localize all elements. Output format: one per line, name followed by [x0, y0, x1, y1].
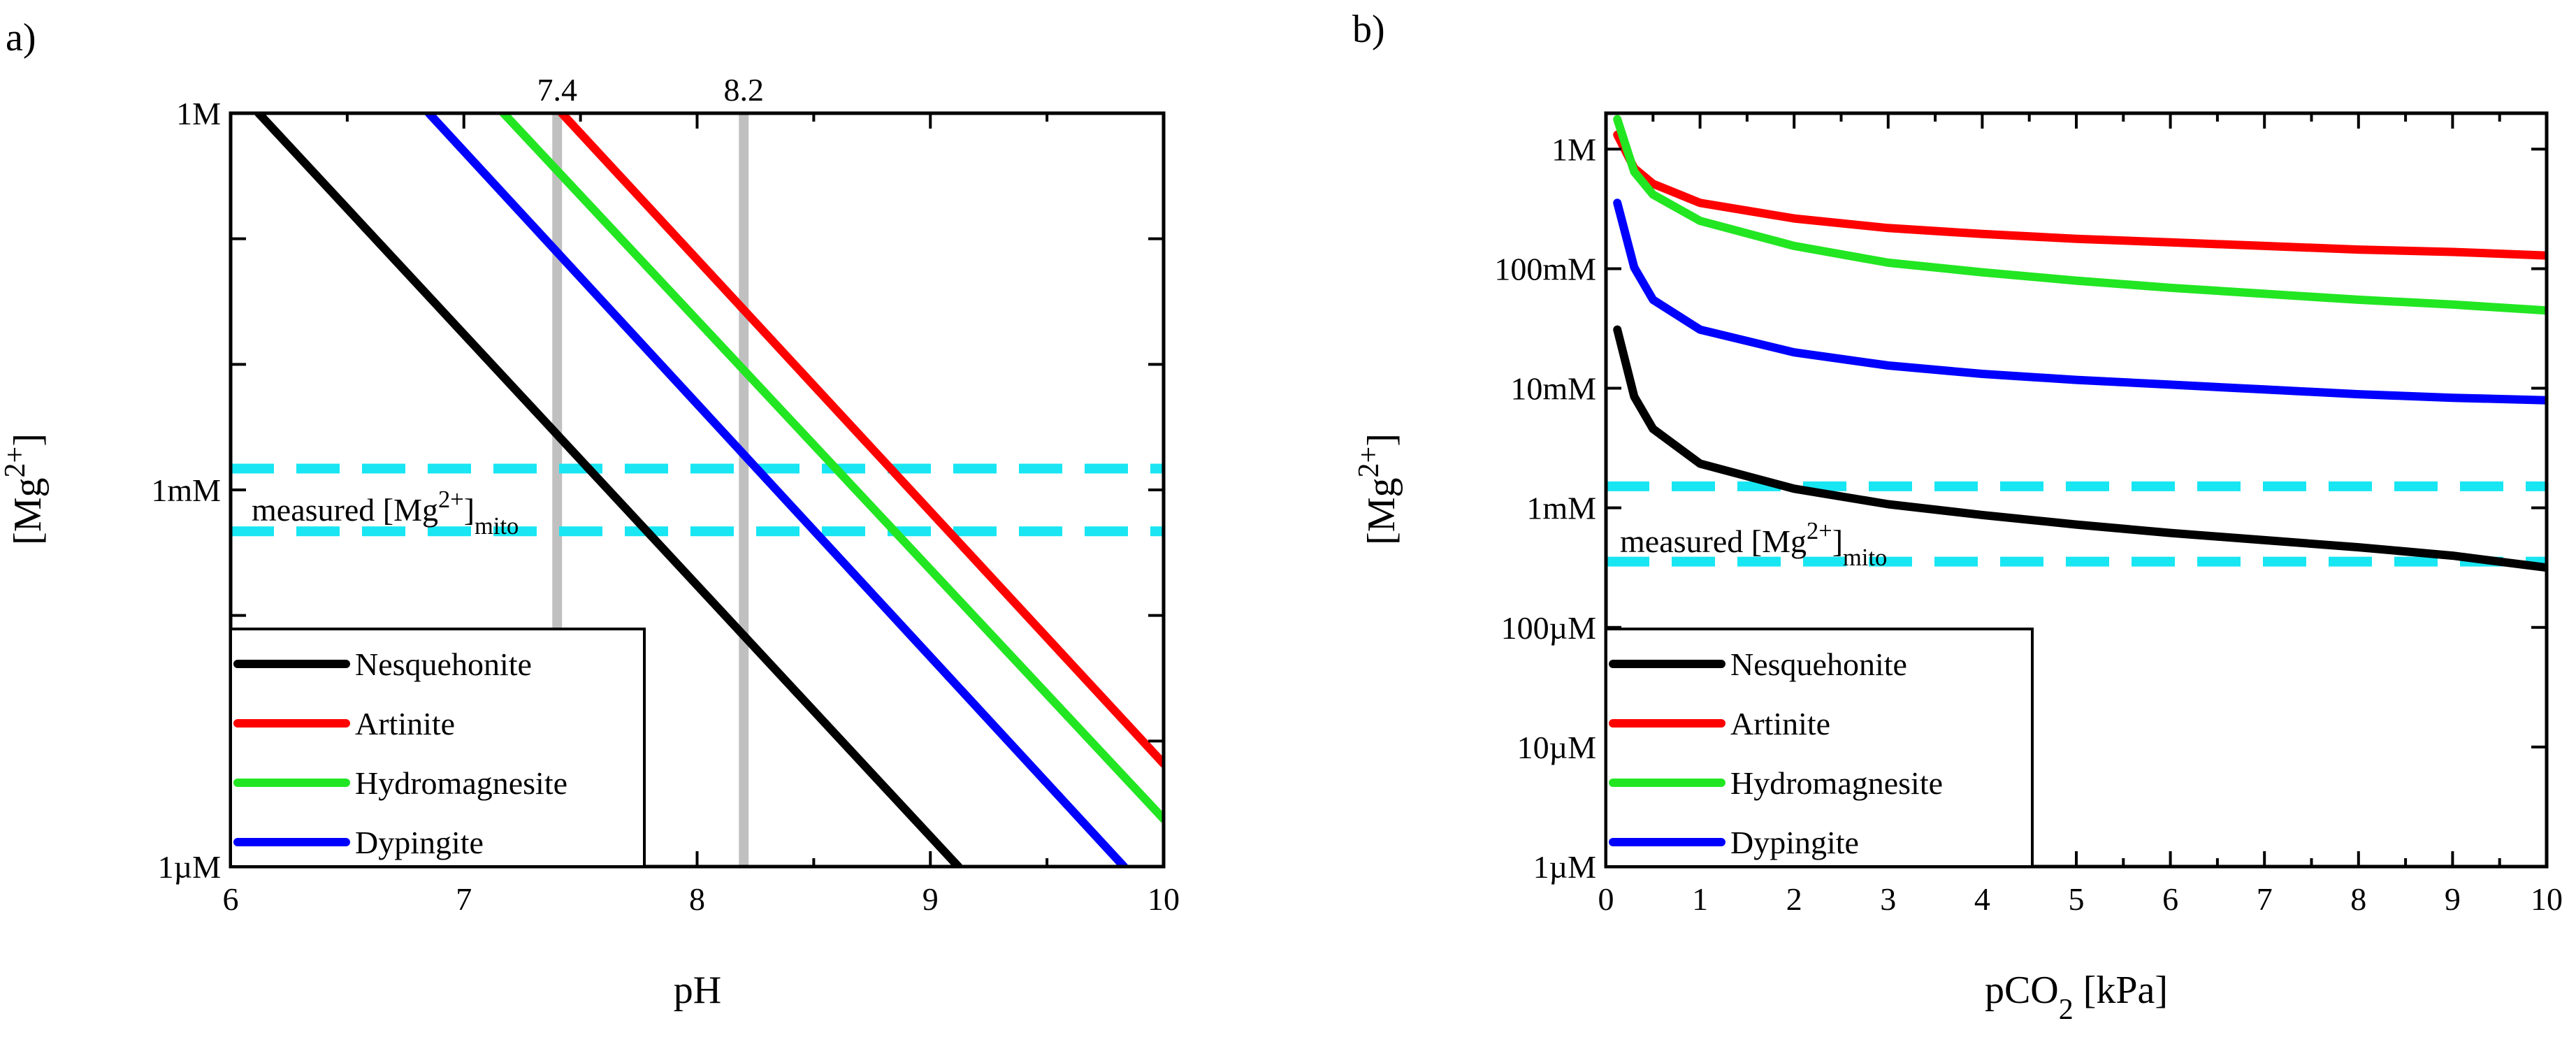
- legend-label-nesquehonite: Nesquehonite: [1730, 646, 1907, 682]
- y-tick-label: 1µM: [158, 849, 221, 885]
- panel-label: b): [1352, 8, 1385, 51]
- superscript: 2+: [1353, 447, 1385, 478]
- series-line-dypingite: [1613, 198, 2547, 405]
- x-axis-label: pCO2 [kPa]: [1985, 969, 2168, 1026]
- series-line-nesquehonite: [1613, 325, 2547, 572]
- x-tick-label: 10: [1148, 881, 1180, 917]
- x-tick-label: 8: [2350, 881, 2366, 917]
- y-tick-label: 1M: [1551, 131, 1596, 167]
- legend-label-nesquehonite: Nesquehonite: [355, 646, 532, 682]
- text-part: ]: [464, 492, 475, 528]
- legend-label-artinite: Artinite: [355, 706, 455, 741]
- text-part: measured [Mg: [252, 492, 438, 528]
- y-tick-label: 10µM: [1517, 730, 1596, 765]
- legend-box: [1605, 628, 2034, 868]
- text-part: measured [Mg: [1620, 523, 1807, 559]
- series-line-artinite: [557, 113, 1164, 768]
- plot-area: [1606, 115, 2547, 572]
- x-tick-label: 8: [689, 881, 705, 917]
- y-tick-label: 100mM: [1494, 251, 1596, 287]
- x-tick-label: 9: [922, 881, 939, 917]
- superscript: 2+: [438, 486, 464, 513]
- series-line-hydromagnesite: [1613, 115, 2547, 315]
- x-tick-label: 2: [1786, 881, 1802, 917]
- text-part: ]: [1832, 523, 1843, 559]
- y-tick-label: 1mM: [1526, 491, 1596, 526]
- x-tick-label: 3: [1880, 881, 1896, 917]
- subscript: mito: [1843, 544, 1887, 571]
- superscript: 2+: [1807, 518, 1832, 544]
- text-part: pCO: [1985, 969, 2059, 1012]
- x-tick-label: 10: [2531, 881, 2563, 917]
- plot-area: [231, 113, 1164, 867]
- subscript: 2: [2059, 994, 2074, 1026]
- x-tick-label: 9: [2445, 881, 2461, 917]
- x-tick-label: 4: [1974, 881, 1990, 917]
- subscript: mito: [475, 513, 519, 540]
- legend: Nesquehonite Artinite Hydromagnesite Dyping…: [1605, 628, 2034, 868]
- x-tick-label: 6: [223, 881, 239, 917]
- legend-label-hydromagnesite: Hydromagnesite: [355, 765, 567, 801]
- series-line-artinite: [1613, 130, 2547, 260]
- superscript: 2+: [0, 447, 31, 478]
- y-tick-label: 1M: [176, 96, 221, 131]
- panel-label: a): [6, 16, 36, 59]
- y-axis-label: [Mg2+]: [1353, 433, 1403, 545]
- legend: Nesquehonite Artinite Hydromagnesite Dyping…: [229, 628, 646, 868]
- y-tick-label: 1mM: [151, 472, 221, 508]
- text-part: [kPa]: [2074, 969, 2168, 1012]
- ph-marker-label: 7.4: [537, 72, 578, 108]
- legend-label-dypingite: Dypingite: [1730, 825, 1859, 860]
- x-tick-label: 1: [1692, 881, 1708, 917]
- text-part: ]: [1360, 433, 1403, 447]
- series-line-hydromagnesite: [499, 113, 1164, 823]
- measured-band-label: measured [Mg2+]mito: [1620, 518, 1887, 571]
- ph-marker-line: [739, 113, 749, 867]
- legend-label-hydromagnesite: Hydromagnesite: [1730, 765, 1943, 801]
- y-tick-label: 10mM: [1510, 371, 1596, 407]
- x-tick-label: 6: [2162, 881, 2178, 917]
- measured-band-label: measured [Mg2+]mito: [252, 486, 519, 540]
- x-axis-label: pH: [674, 969, 721, 1012]
- legend-label-dypingite: Dypingite: [355, 825, 484, 860]
- ph-marker-label: 8.2: [724, 72, 765, 108]
- text-part: ]: [6, 433, 50, 447]
- text-part: [Mg: [1360, 477, 1403, 544]
- x-tick-label: 5: [2069, 881, 2085, 917]
- text-part: [Mg: [6, 477, 50, 544]
- y-tick-label: 1µM: [1533, 849, 1596, 885]
- x-tick-label: 7: [456, 881, 472, 917]
- y-axis-label: [Mg2+]: [0, 433, 50, 545]
- x-tick-label: 0: [1598, 881, 1614, 917]
- legend-label-artinite: Artinite: [1730, 706, 1830, 741]
- x-tick-label: 7: [2257, 881, 2273, 917]
- y-tick-label: 100µM: [1501, 610, 1596, 646]
- legend-box: [229, 628, 646, 868]
- series-line-nesquehonite: [254, 113, 963, 867]
- series-line-dypingite: [424, 113, 1129, 867]
